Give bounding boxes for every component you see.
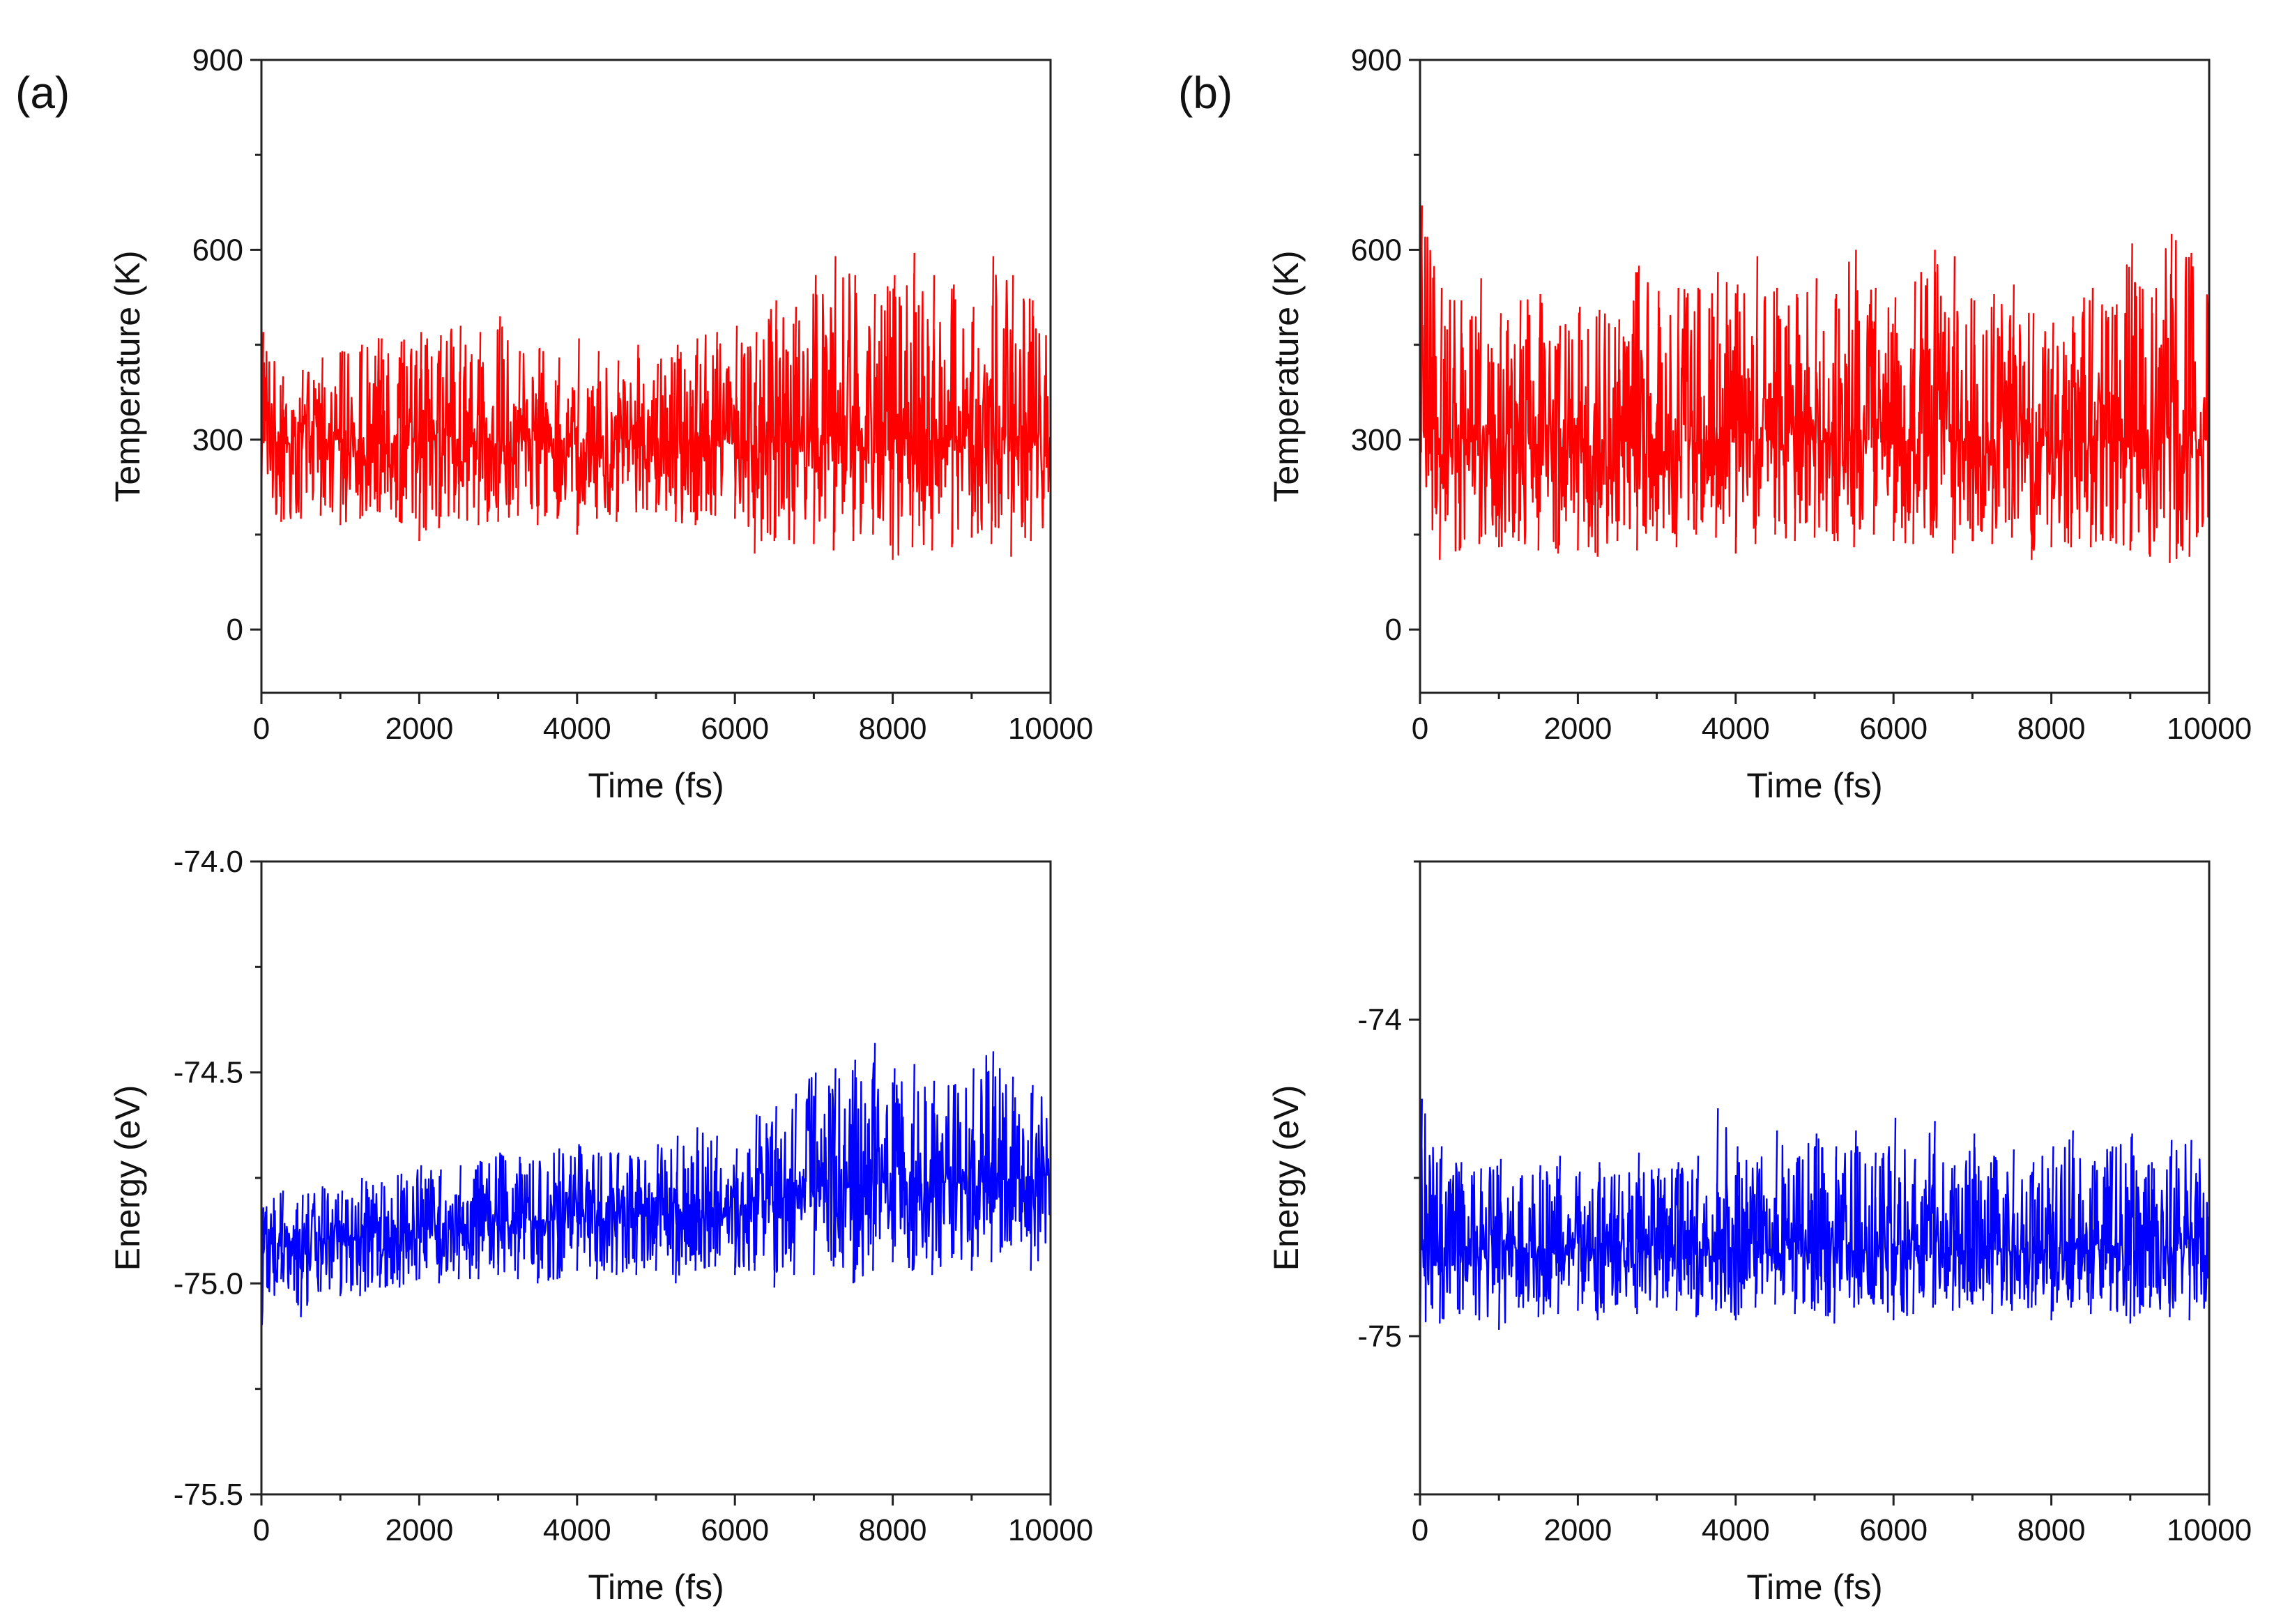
y-tick-label: -75.5 bbox=[174, 1478, 243, 1512]
y-tick-label: 600 bbox=[1351, 233, 1402, 267]
x-tick-label: 10000 bbox=[1008, 712, 1093, 746]
x-tick-label: 2000 bbox=[385, 1513, 453, 1547]
series-line-b-energy bbox=[1420, 1098, 2209, 1352]
y-tick-label: -75 bbox=[1357, 1319, 1402, 1354]
x-tick-label: 0 bbox=[1412, 712, 1428, 746]
chart-a-temperature: 0 2000 4000 6000 8000 10000 0 300 600 900 Time (fs… bbox=[108, 43, 1093, 805]
x-tick-label: 10000 bbox=[2167, 712, 2252, 746]
series-line-b-temperature bbox=[1420, 205, 2209, 563]
chart-a-energy: 0 2000 4000 6000 8000 10000 -75.5 -75.0 -74.5 -74… bbox=[108, 845, 1093, 1607]
x-tick-label: 6000 bbox=[701, 1513, 769, 1547]
y-axis-label: Energy (eV) bbox=[108, 1085, 147, 1271]
x-tick-label: 0 bbox=[253, 1513, 270, 1547]
x-tick-label: 8000 bbox=[859, 1513, 927, 1547]
y-tick-label: -74.5 bbox=[174, 1056, 243, 1090]
x-tick-label: 8000 bbox=[2017, 1513, 2086, 1547]
x-tick-label: 6000 bbox=[701, 712, 769, 746]
x-tick-label: 6000 bbox=[1859, 712, 1928, 746]
x-tick-label: 10000 bbox=[2167, 1513, 2252, 1547]
x-tick-label: 0 bbox=[253, 712, 270, 746]
panel-label-a: (a) bbox=[15, 68, 70, 118]
series-line-a-temperature bbox=[261, 252, 1051, 560]
y-tick-label: 0 bbox=[1385, 613, 1402, 647]
x-axis-label: Time (fs) bbox=[1746, 766, 1882, 805]
y-axis-label: Energy (eV) bbox=[1267, 1085, 1306, 1271]
y-axis-label: Temperature (K) bbox=[108, 250, 147, 502]
y-tick-label: 300 bbox=[192, 423, 243, 457]
x-axis-label: Time (fs) bbox=[1746, 1568, 1882, 1607]
x-axis-label: Time (fs) bbox=[588, 1568, 724, 1607]
x-tick-label: 2000 bbox=[385, 712, 453, 746]
chart-b-temperature: 0 2000 4000 6000 8000 10000 0 300 600 900 Time (fs… bbox=[1267, 43, 2252, 805]
x-tick-label: 6000 bbox=[1859, 1513, 1928, 1547]
y-tick-label: 900 bbox=[1351, 43, 1402, 77]
panel-label-b: (b) bbox=[1178, 68, 1233, 118]
y-tick-label: -74.0 bbox=[174, 845, 243, 879]
x-tick-label: 4000 bbox=[543, 1513, 611, 1547]
series-line-a-energy bbox=[261, 1043, 1051, 1335]
y-tick-label: 0 bbox=[227, 613, 243, 647]
x-tick-label: 8000 bbox=[859, 712, 927, 746]
x-tick-label: 4000 bbox=[1702, 1513, 1770, 1547]
y-tick-label: 900 bbox=[192, 43, 243, 77]
y-tick-label: 600 bbox=[192, 233, 243, 267]
y-tick-label: -75.0 bbox=[174, 1266, 243, 1301]
y-axis-label: Temperature (K) bbox=[1267, 250, 1306, 502]
y-tick-label: -74 bbox=[1357, 1003, 1402, 1037]
x-tick-label: 10000 bbox=[1008, 1513, 1093, 1547]
chart-b-energy: 0 2000 4000 6000 8000 10000 -75 -74 Time (fs) Ene… bbox=[1267, 860, 2252, 1607]
x-tick-label: 2000 bbox=[1543, 712, 1612, 746]
x-tick-label: 4000 bbox=[1702, 712, 1770, 746]
x-tick-label: 8000 bbox=[2017, 712, 2086, 746]
x-axis-label: Time (fs) bbox=[588, 766, 724, 805]
x-tick-label: 4000 bbox=[543, 712, 611, 746]
x-tick-label: 2000 bbox=[1543, 1513, 1612, 1547]
x-tick-label: 0 bbox=[1412, 1513, 1428, 1547]
y-tick-label: 300 bbox=[1351, 423, 1402, 457]
